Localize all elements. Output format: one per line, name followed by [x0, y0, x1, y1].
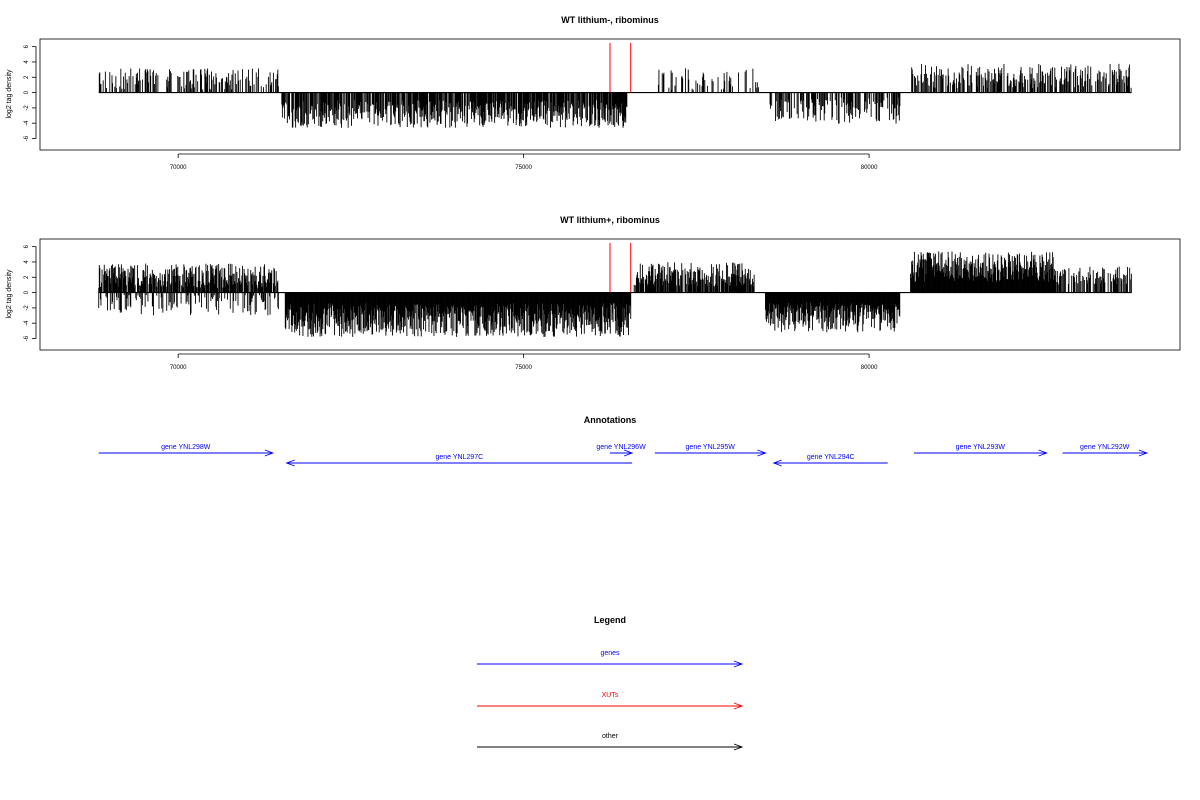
y-tick-label: -4: [24, 120, 30, 126]
legend: Legend genes XUTs other: [477, 615, 744, 751]
annotations-title: Annotations: [584, 415, 637, 425]
gene-label: gene YNL298W: [161, 444, 211, 451]
y-tick-label: -4: [24, 320, 30, 326]
y-tick-label: 4: [24, 260, 30, 264]
x-axis: 70000 75000 80000: [170, 153, 878, 171]
gene-arrowhead: [772, 459, 782, 467]
y-tick-label: -6: [24, 335, 30, 341]
gene-arrow: gene YNL295W: [654, 444, 767, 457]
x-tick-label: 75000: [515, 365, 532, 371]
legend-label: XUTs: [602, 692, 619, 699]
y-tick-label: 0: [24, 90, 30, 94]
track-panel-lithium-minus: WT lithium-, ribominus log2 tag density …: [6, 15, 1181, 171]
y-axis: -6 -4 -2 0 2 4 6: [24, 244, 37, 341]
legend-items: genes XUTs other: [477, 650, 744, 751]
gene-arrow: gene YNL294C: [772, 454, 888, 467]
gene-arrow: gene YNL297C: [285, 454, 633, 467]
gene-arrowhead: [264, 449, 275, 457]
y-tick-label: 6: [24, 44, 30, 48]
x-axis: 70000 75000 80000: [170, 353, 878, 371]
gene-arrowhead: [757, 449, 767, 457]
gene-label: gene YNL297C: [436, 454, 484, 461]
gene-arrows: gene YNL298W gene YNL297C gene YNL296W gene…: [98, 444, 1149, 467]
gene-arrowhead: [1038, 449, 1048, 457]
y-tick-label: 0: [24, 290, 30, 294]
legend-title: Legend: [594, 615, 626, 625]
legend-arrowhead: [733, 660, 744, 668]
density-bars: [98, 251, 1132, 337]
x-tick-label: 70000: [170, 365, 187, 371]
y-axis: -6 -4 -2 0 2 4 6: [24, 44, 37, 141]
gene-label: gene YNL294C: [807, 454, 855, 461]
gene-label: gene YNL296W: [596, 444, 646, 451]
plot-frame: [39, 38, 1181, 151]
track-panel-lithium-plus: WT lithium+, ribominus log2 tag density …: [6, 215, 1181, 371]
y-tick-label: 4: [24, 60, 30, 64]
y-axis-label: log2 tag density: [6, 269, 13, 319]
legend-item: other: [477, 733, 744, 751]
gene-label: gene YNL295W: [686, 444, 736, 451]
legend-arrowhead: [733, 743, 744, 751]
gene-label: gene YNL292W: [1080, 444, 1130, 451]
gene-arrow: gene YNL298W: [98, 444, 275, 457]
x-tick-label: 80000: [861, 165, 878, 171]
gene-arrow: gene YNL293W: [914, 444, 1048, 457]
legend-arrowhead: [733, 702, 744, 710]
y-tick-label: -2: [24, 305, 30, 311]
y-axis-label: log2 tag density: [6, 69, 13, 119]
plot-frame: [39, 238, 1181, 351]
x-tick-label: 70000: [170, 165, 187, 171]
legend-label: genes: [600, 650, 620, 657]
y-tick-label: -2: [24, 105, 30, 111]
gene-label: gene YNL293W: [956, 444, 1006, 451]
panel-title: WT lithium-, ribominus: [561, 15, 659, 25]
density-bars: [98, 63, 1132, 128]
gene-arrowhead: [623, 449, 634, 457]
y-tick-label: 6: [24, 244, 30, 248]
xut-markers: [609, 43, 632, 93]
legend-item: XUTs: [477, 692, 744, 710]
gene-arrow: gene YNL296W: [596, 444, 646, 457]
legend-label: other: [602, 733, 619, 740]
x-tick-label: 80000: [861, 365, 878, 371]
x-tick-label: 75000: [515, 165, 532, 171]
xut-markers: [609, 243, 632, 293]
y-tick-label: -6: [24, 135, 30, 141]
gene-arrowhead: [285, 459, 295, 467]
y-tick-label: 2: [24, 75, 30, 79]
y-tick-label: 2: [24, 275, 30, 279]
gene-arrowhead: [1138, 449, 1149, 457]
legend-item: genes: [477, 650, 744, 668]
gene-arrow: gene YNL292W: [1062, 444, 1149, 457]
panel-title: WT lithium+, ribominus: [560, 215, 660, 225]
